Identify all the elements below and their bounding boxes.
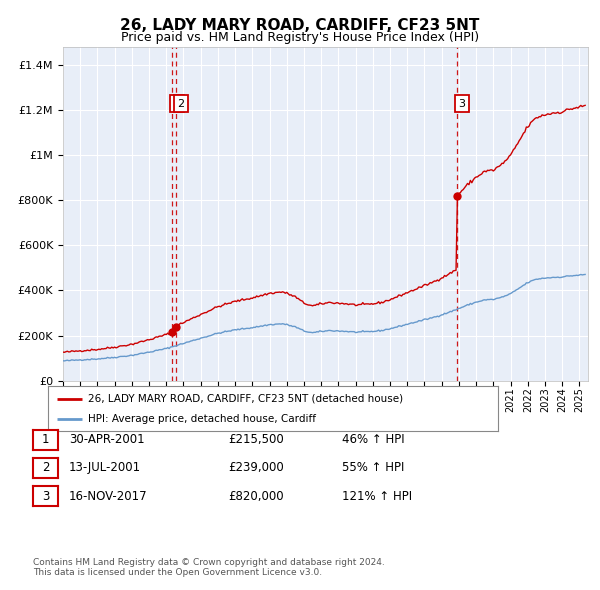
Text: £239,000: £239,000 xyxy=(228,461,284,474)
Text: 46% ↑ HPI: 46% ↑ HPI xyxy=(342,433,404,446)
Text: 3: 3 xyxy=(42,490,49,503)
Text: Price paid vs. HM Land Registry's House Price Index (HPI): Price paid vs. HM Land Registry's House … xyxy=(121,31,479,44)
Text: £820,000: £820,000 xyxy=(228,490,284,503)
Text: Contains HM Land Registry data © Crown copyright and database right 2024.
This d: Contains HM Land Registry data © Crown c… xyxy=(33,558,385,577)
Text: 2: 2 xyxy=(42,461,49,474)
Text: 2: 2 xyxy=(177,99,184,109)
Text: 13-JUL-2001: 13-JUL-2001 xyxy=(69,461,141,474)
Text: 26, LADY MARY ROAD, CARDIFF, CF23 5NT: 26, LADY MARY ROAD, CARDIFF, CF23 5NT xyxy=(121,18,479,32)
Text: 1: 1 xyxy=(173,99,181,109)
Text: 26, LADY MARY ROAD, CARDIFF, CF23 5NT (detached house): 26, LADY MARY ROAD, CARDIFF, CF23 5NT (d… xyxy=(89,394,404,404)
Text: HPI: Average price, detached house, Cardiff: HPI: Average price, detached house, Card… xyxy=(89,414,317,424)
Text: £215,500: £215,500 xyxy=(228,433,284,446)
Text: 30-APR-2001: 30-APR-2001 xyxy=(69,433,145,446)
Text: 55% ↑ HPI: 55% ↑ HPI xyxy=(342,461,404,474)
Text: 121% ↑ HPI: 121% ↑ HPI xyxy=(342,490,412,503)
Text: 16-NOV-2017: 16-NOV-2017 xyxy=(69,490,148,503)
Text: 3: 3 xyxy=(458,99,466,109)
Text: 1: 1 xyxy=(42,433,49,446)
